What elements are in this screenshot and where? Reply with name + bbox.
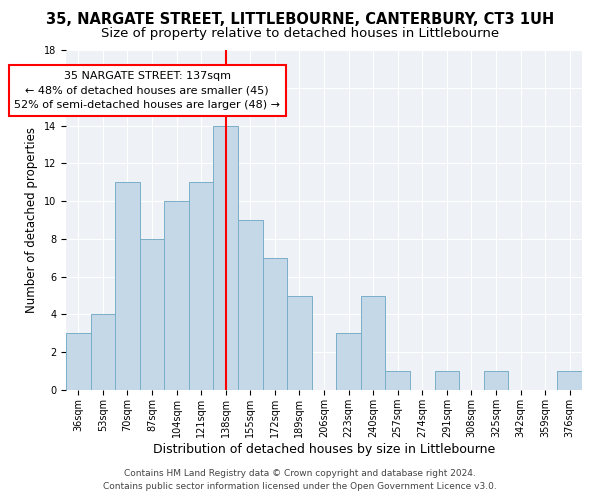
Text: 35 NARGATE STREET: 137sqm
← 48% of detached houses are smaller (45)
52% of semi-: 35 NARGATE STREET: 137sqm ← 48% of detac… bbox=[14, 71, 280, 110]
Bar bbox=[91, 314, 115, 390]
Bar bbox=[263, 258, 287, 390]
Bar bbox=[557, 371, 582, 390]
Bar bbox=[287, 296, 312, 390]
Bar bbox=[336, 334, 361, 390]
Bar bbox=[189, 182, 214, 390]
Text: 35, NARGATE STREET, LITTLEBOURNE, CANTERBURY, CT3 1UH: 35, NARGATE STREET, LITTLEBOURNE, CANTER… bbox=[46, 12, 554, 28]
Bar bbox=[115, 182, 140, 390]
X-axis label: Distribution of detached houses by size in Littlebourne: Distribution of detached houses by size … bbox=[153, 442, 495, 456]
Text: Size of property relative to detached houses in Littlebourne: Size of property relative to detached ho… bbox=[101, 28, 499, 40]
Bar bbox=[140, 239, 164, 390]
Bar bbox=[484, 371, 508, 390]
Bar bbox=[434, 371, 459, 390]
Bar bbox=[238, 220, 263, 390]
Y-axis label: Number of detached properties: Number of detached properties bbox=[25, 127, 38, 313]
Bar bbox=[66, 334, 91, 390]
Bar bbox=[164, 201, 189, 390]
Bar bbox=[361, 296, 385, 390]
Text: Contains HM Land Registry data © Crown copyright and database right 2024.
Contai: Contains HM Land Registry data © Crown c… bbox=[103, 470, 497, 491]
Bar bbox=[385, 371, 410, 390]
Bar bbox=[214, 126, 238, 390]
